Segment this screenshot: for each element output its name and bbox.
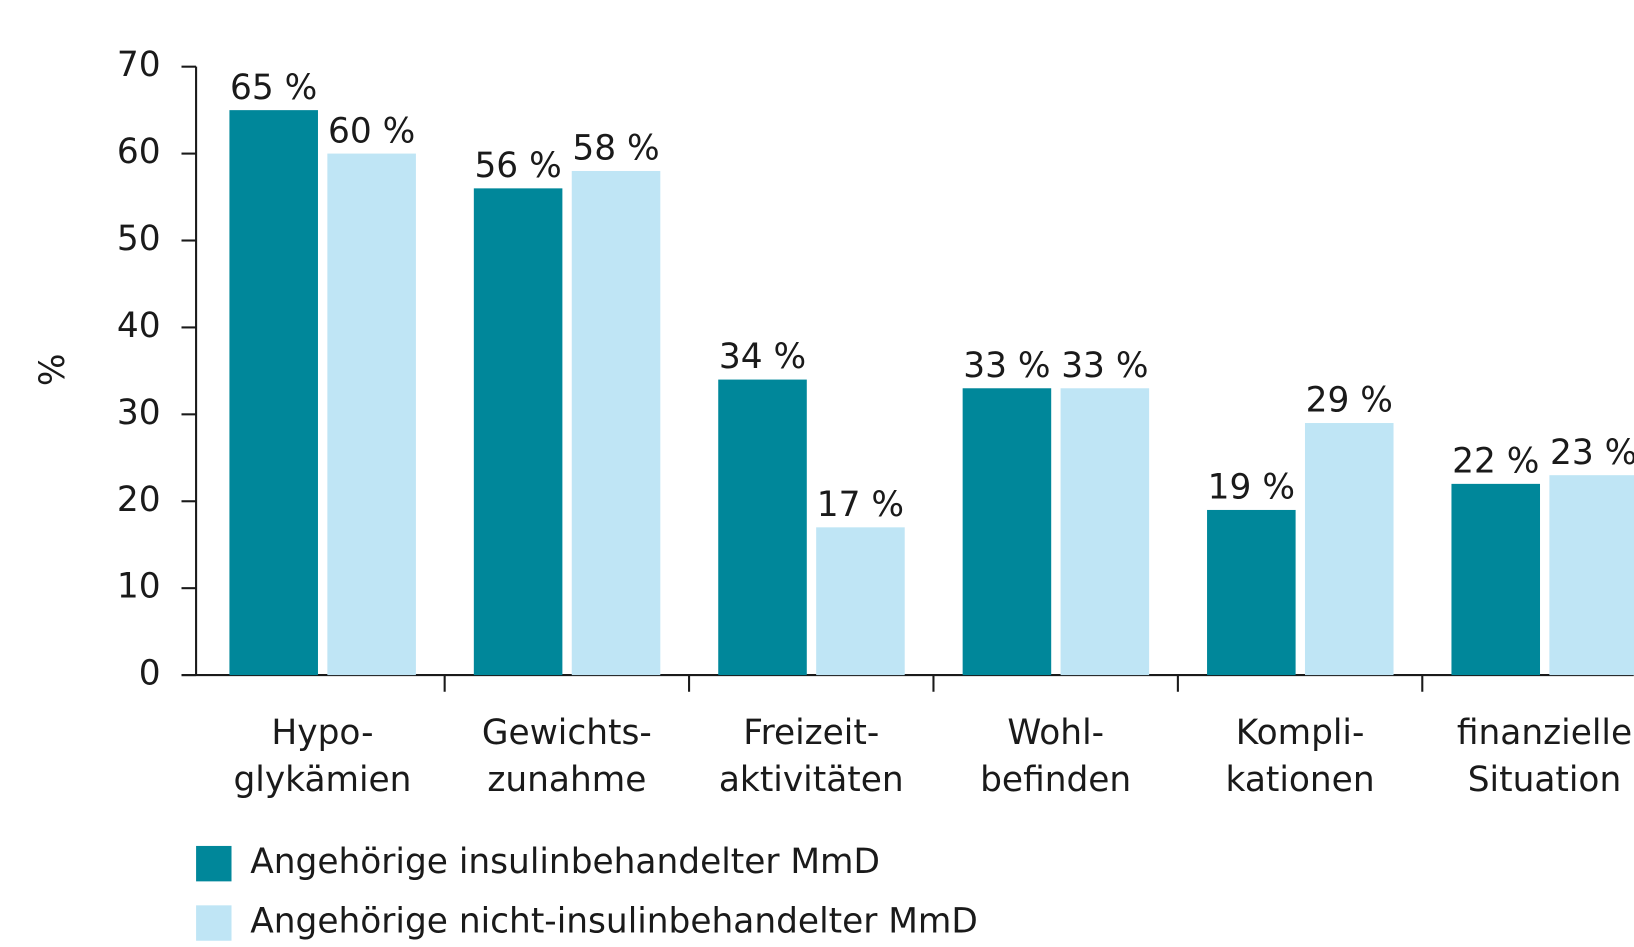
data-label: 60 % <box>328 111 415 151</box>
bar <box>327 153 416 676</box>
x-tick-label: kationen <box>1226 760 1375 800</box>
bar <box>718 379 807 676</box>
data-label: 65 % <box>230 68 317 108</box>
y-tick-label: 40 <box>117 306 161 346</box>
data-label: 19 % <box>1208 468 1295 508</box>
x-tick-label: Hypo- <box>271 713 373 753</box>
data-label: 23 % <box>1550 433 1634 473</box>
x-tick-label: befinden <box>980 760 1131 800</box>
x-tick-label: Situation <box>1468 760 1621 800</box>
legend-label: Angehörige nicht-insulinbehandelter MmD <box>250 902 978 942</box>
bar <box>571 170 661 676</box>
y-tick-label: 30 <box>117 393 161 433</box>
y-tick-label: 50 <box>117 219 161 259</box>
data-label: 56 % <box>474 146 561 186</box>
bar <box>473 188 563 676</box>
x-tick-label: Kompli- <box>1236 713 1365 753</box>
y-tick-label: 10 <box>117 567 161 607</box>
data-label: 29 % <box>1306 381 1393 421</box>
x-tick-label: finanzielle <box>1457 713 1632 753</box>
bar <box>1549 475 1634 676</box>
bar <box>1451 483 1541 676</box>
data-label: 58 % <box>572 129 659 169</box>
x-tick-label: glykämien <box>233 760 411 800</box>
x-tick-label: Freizeit- <box>743 713 879 753</box>
x-tick-label: Gewichts- <box>482 713 652 753</box>
y-axis-label: % <box>33 354 73 387</box>
y-tick-label: 70 <box>117 45 161 85</box>
x-tick-label: Wohl- <box>1007 713 1104 753</box>
bar <box>816 527 905 676</box>
bar <box>1304 423 1394 676</box>
data-label: 22 % <box>1452 442 1539 482</box>
x-tick-label: aktivitäten <box>719 760 904 800</box>
data-label: 34 % <box>719 337 806 377</box>
y-tick-label: 20 <box>117 480 161 520</box>
x-tick-label: zunahme <box>487 760 646 800</box>
legend-label: Angehörige insulinbehandelter MmD <box>250 842 880 882</box>
bar <box>229 110 318 676</box>
data-label: 33 % <box>963 346 1050 386</box>
legend-swatch <box>196 905 232 941</box>
data-label: 33 % <box>1061 346 1148 386</box>
data-label: 17 % <box>817 485 904 525</box>
bar <box>1207 509 1296 676</box>
bar <box>1060 388 1150 676</box>
bar <box>962 388 1052 676</box>
y-tick-label: 0 <box>139 654 161 694</box>
legend-swatch <box>196 845 232 882</box>
y-tick-label: 60 <box>117 132 161 172</box>
